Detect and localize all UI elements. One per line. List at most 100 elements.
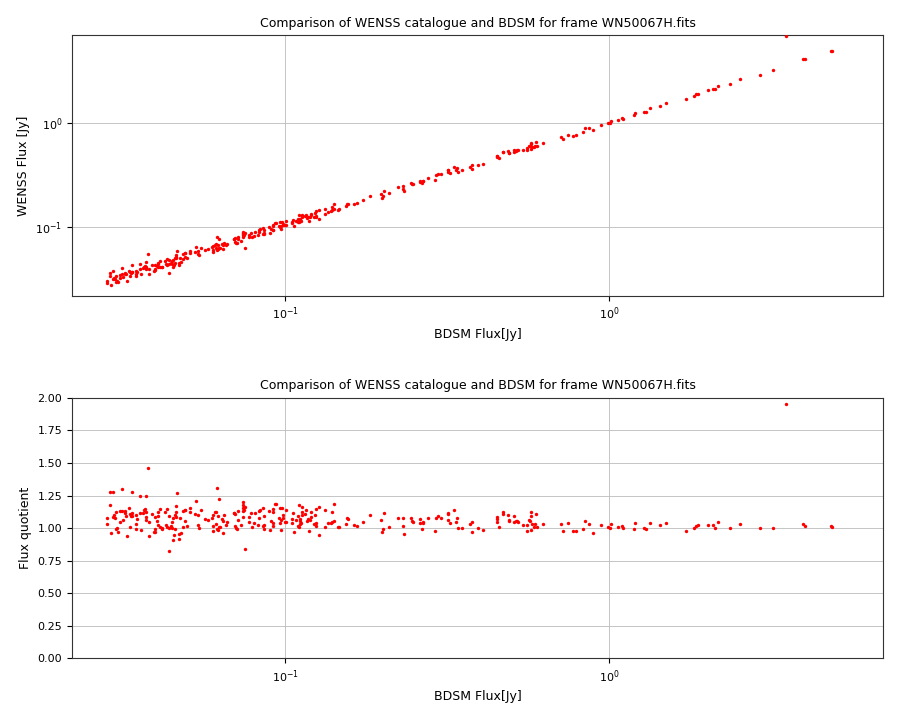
Point — [338, 518, 353, 530]
Point — [824, 521, 839, 533]
Point — [502, 147, 517, 158]
Point — [262, 221, 276, 233]
Point — [153, 261, 167, 273]
Point — [130, 518, 144, 530]
Point — [643, 102, 657, 114]
Point — [350, 520, 365, 531]
Point — [308, 207, 322, 219]
Point — [183, 247, 197, 258]
Point — [112, 269, 127, 281]
Point — [118, 267, 132, 279]
Point — [428, 170, 443, 181]
Point — [139, 256, 153, 268]
Point — [231, 514, 246, 526]
Point — [502, 516, 517, 527]
Point — [302, 211, 316, 222]
Point — [201, 514, 215, 526]
Point — [130, 266, 144, 277]
Point — [279, 504, 293, 516]
Point — [206, 246, 220, 257]
Point — [275, 219, 290, 230]
Point — [210, 231, 224, 243]
Point — [266, 225, 280, 236]
Point — [347, 198, 362, 210]
Point — [440, 508, 454, 520]
Point — [165, 256, 179, 267]
Point — [507, 510, 521, 522]
Point — [124, 267, 139, 279]
Y-axis label: Flux quotient: Flux quotient — [19, 487, 32, 570]
Point — [252, 505, 266, 517]
Point — [120, 530, 134, 541]
Point — [153, 521, 167, 533]
Point — [109, 523, 123, 534]
Point — [278, 516, 293, 528]
Point — [213, 521, 228, 533]
Point — [166, 534, 180, 545]
Point — [492, 153, 507, 164]
Point — [711, 80, 725, 91]
Point — [275, 216, 290, 228]
Point — [311, 204, 326, 215]
Point — [576, 523, 590, 535]
Point — [490, 512, 504, 523]
Point — [129, 523, 143, 535]
Point — [279, 516, 293, 528]
Point — [150, 516, 165, 527]
Point — [363, 190, 377, 202]
Point — [266, 518, 280, 529]
Point — [325, 516, 339, 528]
Point — [217, 510, 231, 521]
Point — [441, 508, 455, 519]
Point — [375, 190, 390, 202]
Point — [582, 122, 597, 134]
Point — [140, 263, 154, 274]
Point — [391, 512, 405, 523]
Point — [118, 507, 132, 518]
Point — [273, 222, 287, 233]
Point — [286, 214, 301, 225]
Point — [236, 227, 250, 238]
Point — [129, 265, 143, 276]
Point — [219, 519, 233, 531]
Point — [125, 510, 140, 522]
Point — [507, 146, 521, 158]
Point — [145, 508, 159, 520]
Point — [233, 235, 248, 246]
Point — [300, 212, 314, 224]
Point — [166, 513, 181, 524]
Point — [307, 211, 321, 222]
Point — [122, 508, 137, 519]
Point — [652, 519, 667, 531]
Point — [104, 499, 118, 510]
Point — [112, 272, 127, 284]
Point — [413, 175, 428, 186]
Point — [501, 515, 516, 526]
Point — [707, 522, 722, 534]
Point — [593, 519, 608, 531]
Point — [292, 499, 306, 510]
Point — [197, 244, 211, 256]
Point — [796, 518, 811, 529]
Point — [172, 533, 186, 544]
Point — [242, 512, 256, 523]
X-axis label: BDSM Flux[Jy]: BDSM Flux[Jy] — [434, 690, 521, 703]
Point — [304, 208, 319, 220]
Point — [528, 136, 543, 148]
Point — [256, 523, 271, 535]
Point — [566, 130, 580, 141]
Point — [490, 150, 504, 161]
Point — [137, 504, 151, 516]
Point — [266, 219, 281, 230]
Point — [206, 240, 220, 252]
Point — [248, 226, 263, 238]
Point — [194, 243, 208, 254]
Point — [824, 521, 838, 532]
Point — [582, 518, 597, 529]
Point — [166, 259, 181, 271]
Point — [159, 258, 174, 270]
Point — [576, 126, 590, 138]
Point — [268, 499, 283, 510]
Point — [166, 529, 181, 541]
Point — [615, 520, 629, 531]
